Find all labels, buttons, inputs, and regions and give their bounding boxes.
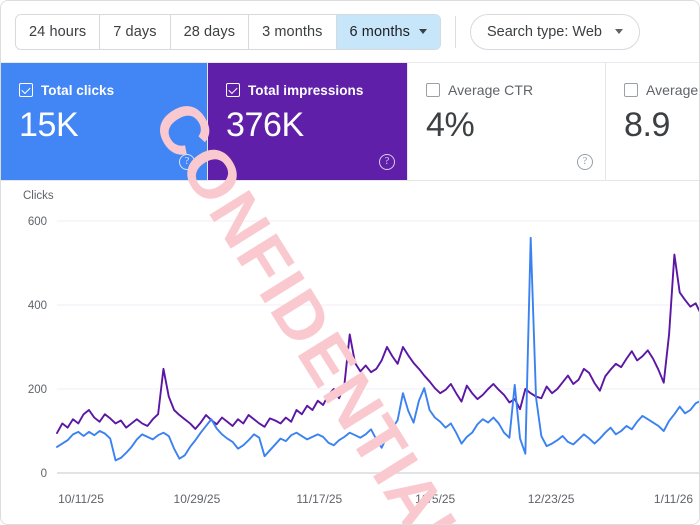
range-tab-label: 7 days xyxy=(113,23,157,40)
range-tab-label: 3 months xyxy=(262,23,323,40)
metric-card-impressions[interactable]: Total impressions 376K? xyxy=(208,63,408,180)
metric-card-position[interactable]: Average 8.9 xyxy=(606,63,699,180)
help-icon[interactable]: ? xyxy=(379,154,395,170)
x-tick-label: 10/29/25 xyxy=(174,492,221,506)
metric-card-header: Average xyxy=(624,81,698,99)
chevron-down-icon xyxy=(614,29,623,34)
toolbar-divider xyxy=(454,15,456,48)
metric-card-label: Average CTR xyxy=(448,82,534,98)
range-tab-24-hours[interactable]: 24 hours xyxy=(16,14,101,49)
series-line-total-impressions xyxy=(56,253,699,435)
help-icon[interactable]: ? xyxy=(577,154,593,170)
range-tab-28-days[interactable]: 28 days xyxy=(170,14,250,49)
y-tick-label: 0 xyxy=(41,468,47,480)
range-tab-label: 28 days xyxy=(183,23,236,40)
metric-cards-row: Total clicks 15K? Total impressions 376K? Av… xyxy=(1,63,699,181)
metric-card-clicks[interactable]: Total clicks 15K? xyxy=(1,63,208,180)
metric-card-value: 15K xyxy=(19,106,79,144)
y-tick-label: 200 xyxy=(28,384,47,396)
metric-card-label: Total clicks xyxy=(41,82,115,98)
metric-card-label: Total impressions xyxy=(248,82,364,98)
metric-card-label: Average xyxy=(646,82,699,98)
range-tab-6-months[interactable]: 6 months xyxy=(336,14,440,49)
checkbox-unchecked-icon[interactable] xyxy=(624,83,638,97)
checkbox-checked-icon[interactable] xyxy=(19,83,33,97)
y-axis-title: Clicks xyxy=(23,190,54,202)
filter-toolbar: 24 hours 7 days 28 days 3 months 6 months Se… xyxy=(1,1,699,63)
metric-card-value: 8.9 xyxy=(624,106,671,144)
chevron-down-icon xyxy=(418,29,427,34)
x-tick-label: 11/17/25 xyxy=(296,492,342,506)
metric-card-header: Total impressions xyxy=(226,81,391,99)
x-tick-label: 12/23/25 xyxy=(528,492,575,506)
performance-line-chart-svg: Clicks 0 200 400 600 10/11/25 10/29/25 11/17/25… xyxy=(23,190,699,506)
date-range-segmented-control[interactable]: 24 hours 7 days 28 days 3 months 6 months xyxy=(15,13,441,50)
x-tick-label: 1/11/26 xyxy=(654,492,693,506)
metric-card-ctr[interactable]: Average CTR 4%? xyxy=(408,63,606,180)
y-tick-label: 400 xyxy=(28,300,47,312)
performance-chart: Clicks 0 200 400 600 10/11/25 10/29/25 11/17/25… xyxy=(1,181,699,524)
range-tab-3-months[interactable]: 3 months xyxy=(249,14,337,49)
range-tab-7-days[interactable]: 7 days xyxy=(100,14,171,49)
x-tick-label: 12/5/25 xyxy=(415,492,455,506)
series-line-total-clicks xyxy=(56,236,699,462)
metric-card-value: 4% xyxy=(426,106,475,144)
search-type-label: Search type: Web xyxy=(486,23,602,40)
range-tab-label: 6 months xyxy=(349,23,410,40)
metric-card-header: Total clicks xyxy=(19,81,191,99)
search-type-dropdown[interactable]: Search type: Web xyxy=(469,13,640,50)
checkbox-checked-icon[interactable] xyxy=(226,83,240,97)
x-tick-label: 10/11/25 xyxy=(58,492,104,506)
y-tick-label: 600 xyxy=(28,216,47,228)
range-tab-label: 24 hours xyxy=(29,23,87,40)
checkbox-unchecked-icon[interactable] xyxy=(426,83,440,97)
help-icon[interactable]: ? xyxy=(179,154,195,170)
metric-card-header: Average CTR xyxy=(426,81,589,99)
metric-card-value: 376K xyxy=(226,106,304,144)
